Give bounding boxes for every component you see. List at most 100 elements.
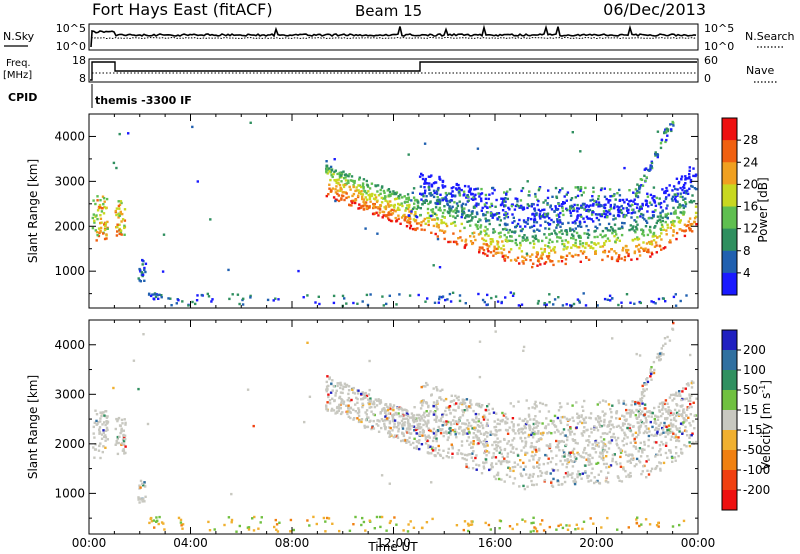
echo-point — [289, 530, 292, 533]
echo-point — [483, 443, 486, 446]
echo-point — [476, 429, 480, 432]
echo-point — [439, 432, 443, 435]
echo-point — [407, 523, 410, 526]
echo-point — [518, 428, 521, 431]
echo-point — [423, 434, 427, 437]
echo-point — [601, 452, 604, 455]
echo-point — [275, 528, 278, 531]
echo-point — [604, 240, 608, 243]
echo-point — [633, 439, 636, 442]
echo-point — [677, 180, 681, 184]
echo-point — [137, 387, 140, 391]
echo-point — [94, 448, 97, 451]
echo-point — [235, 530, 238, 533]
echo-point — [443, 185, 447, 188]
echo-point — [561, 187, 564, 190]
echo-point — [343, 177, 346, 180]
echo-point — [365, 394, 369, 398]
echo-point — [688, 444, 692, 448]
echo-point — [438, 428, 442, 431]
echo-point — [590, 241, 593, 244]
echo-point — [608, 239, 611, 242]
echo-point — [587, 463, 591, 466]
echo-point — [520, 206, 523, 209]
colorbar-swatch — [722, 330, 737, 351]
echo-point — [606, 211, 609, 214]
echo-point — [425, 410, 428, 413]
echo-point — [407, 220, 410, 224]
echo-point — [439, 453, 442, 457]
echo-point — [553, 423, 556, 427]
echo-point — [346, 410, 349, 413]
echo-point — [141, 272, 144, 275]
echo-point — [522, 461, 525, 465]
echo-point — [599, 245, 602, 248]
echo-point — [643, 403, 647, 406]
echo-point — [666, 402, 669, 405]
echo-point — [328, 170, 331, 173]
echo-point — [328, 167, 331, 170]
echo-point — [628, 189, 631, 192]
echo-point — [338, 403, 341, 407]
echo-point — [382, 407, 385, 410]
echo-point — [520, 204, 523, 208]
echo-point — [678, 409, 681, 412]
echo-point — [453, 430, 456, 433]
echo-point — [603, 443, 607, 446]
echo-point — [460, 210, 464, 213]
echo-point — [492, 231, 495, 234]
echo-point — [571, 416, 574, 419]
echo-point — [506, 417, 509, 421]
echo-point — [467, 185, 470, 188]
echo-point — [540, 215, 543, 218]
echo-point — [102, 212, 106, 215]
echo-point — [478, 195, 481, 198]
echo-point — [568, 524, 571, 527]
echo-point — [388, 218, 391, 222]
echo-point — [163, 528, 166, 531]
echo-point — [348, 185, 351, 189]
echo-point — [643, 448, 646, 451]
echo-point — [477, 202, 480, 206]
echo-point — [368, 388, 371, 392]
echo-point — [142, 497, 145, 501]
echo-point — [617, 399, 620, 402]
noise-left-tick-top: 10^5 — [56, 22, 86, 35]
echo-point — [476, 147, 480, 150]
echo-point — [167, 297, 170, 300]
echo-point — [576, 416, 579, 419]
echo-point — [467, 199, 470, 202]
echo-point — [115, 441, 118, 445]
echo-point — [544, 244, 547, 247]
echo-point — [637, 429, 641, 432]
echo-point — [558, 449, 561, 452]
echo-point — [537, 257, 540, 261]
echo-point — [338, 529, 341, 533]
echo-point — [347, 415, 350, 418]
echo-point — [573, 230, 576, 233]
echo-point — [579, 187, 583, 191]
echo-point — [448, 292, 452, 296]
echo-point — [689, 227, 692, 231]
echo-point — [115, 213, 118, 217]
echo-point — [402, 434, 406, 438]
echo-point — [671, 460, 674, 463]
echo-point — [454, 420, 457, 423]
echo-point — [118, 435, 121, 438]
colorbar-tick-label: -100 — [743, 463, 770, 477]
echo-point — [568, 473, 571, 476]
echo-point — [611, 453, 615, 457]
echo-point — [510, 420, 514, 424]
echo-point — [560, 483, 563, 486]
echo-point — [448, 205, 451, 208]
plot-title: Fort Hays East (fitACF) — [92, 0, 273, 19]
echo-point — [441, 215, 444, 218]
echo-point — [388, 435, 391, 438]
echo-point — [331, 379, 334, 382]
echo-point — [569, 451, 572, 454]
echo-point — [546, 196, 550, 200]
echo-point — [641, 202, 644, 206]
echo-point — [464, 422, 467, 426]
echo-point — [491, 433, 494, 436]
echo-point — [486, 293, 489, 297]
